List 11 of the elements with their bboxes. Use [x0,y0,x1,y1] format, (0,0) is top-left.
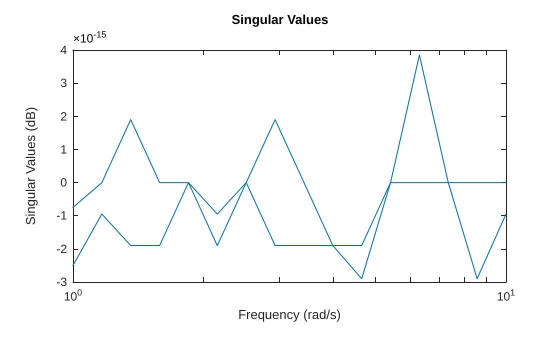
y-tick-label: 1 [60,142,68,156]
y-axis-title: Singular Values (dB) [23,106,38,226]
y-tick-label: 2 [60,109,68,124]
y-tick-label: -3 [56,275,68,289]
y-tick-label: 3 [60,76,68,90]
y-tick-label: -1 [56,208,68,223]
y-tick-label: 4 [60,43,68,57]
y-tick-label: -2 [56,242,68,256]
x-axis-title: Frequency (rad/s) [238,307,341,322]
chart-title: Singular Values [232,12,328,27]
y-tick-label: 0 [60,176,68,190]
